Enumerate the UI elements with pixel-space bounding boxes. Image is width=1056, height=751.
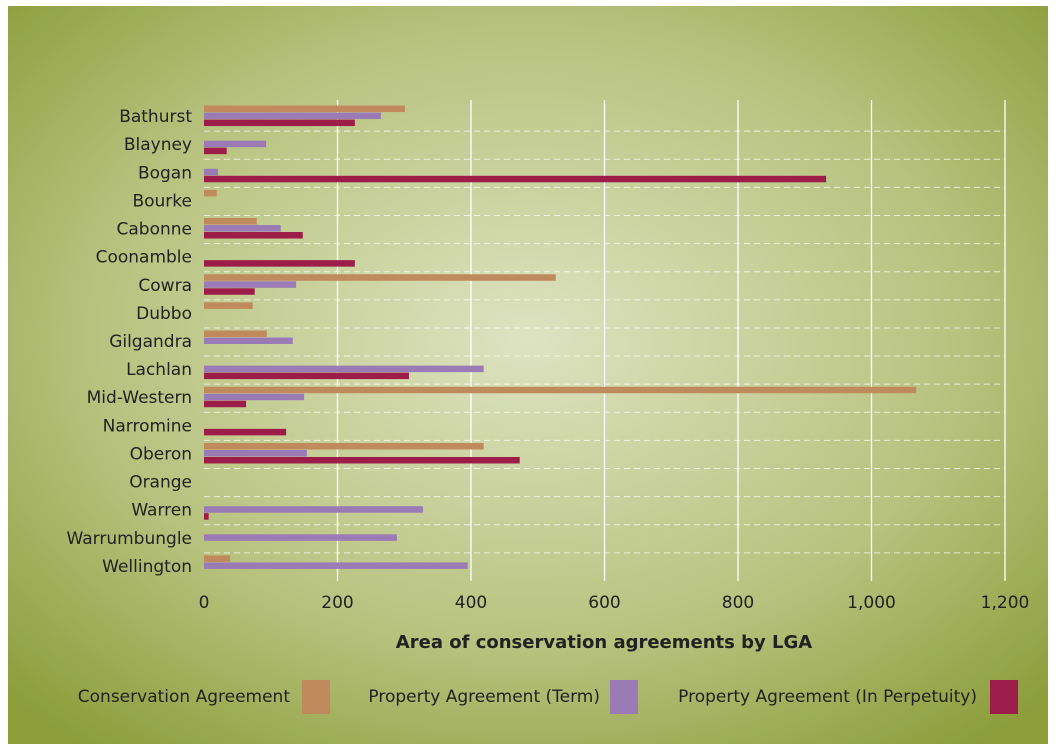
bar [204, 365, 484, 373]
bar [204, 168, 219, 176]
x-tick-label: 800 [722, 593, 754, 613]
bar [204, 442, 484, 450]
x-tick-label: 0 [199, 593, 210, 613]
bar [204, 105, 405, 113]
bar [204, 189, 217, 197]
bar [204, 456, 520, 464]
y-tick-label: Narromine [103, 416, 192, 436]
bar [204, 330, 267, 337]
x-tick-label: 400 [455, 593, 487, 613]
y-tick-label: Lachlan [126, 360, 192, 380]
bar [204, 260, 355, 267]
x-tick-label: 600 [588, 593, 620, 613]
legend-swatch [610, 680, 638, 714]
bar [204, 119, 355, 127]
y-tick-label: Wellington [102, 557, 192, 577]
y-tick-label: Orange [129, 473, 192, 493]
legend-swatch [302, 680, 330, 714]
legend-swatch [990, 680, 1018, 714]
y-tick-label: Oberon [130, 444, 192, 464]
bar [204, 302, 253, 309]
bar [204, 372, 409, 380]
y-tick-label: Warren [131, 501, 192, 521]
bar [204, 513, 209, 520]
bar [204, 337, 293, 344]
bar [204, 534, 397, 541]
bar [204, 449, 307, 457]
y-tick-label: Gilgandra [109, 332, 192, 352]
chart-background [8, 6, 1048, 744]
x-axis-title: Area of conservation agreements by LGA [396, 632, 812, 653]
legend-label: Property Agreement (Term) [368, 687, 600, 707]
bar [204, 555, 231, 562]
y-tick-label: Cowra [138, 276, 192, 296]
y-tick-label: Warrumbungle [67, 529, 192, 549]
bar [204, 281, 297, 288]
bar [204, 225, 281, 232]
bar [204, 175, 827, 183]
y-tick-label: Cabonne [117, 220, 193, 240]
y-tick-label: Bogan [138, 163, 192, 183]
bar [204, 506, 423, 513]
legend-label: Property Agreement (In Perpetuity) [678, 687, 977, 707]
y-tick-label: Coonamble [96, 248, 192, 268]
x-tick-label: 1,200 [981, 593, 1030, 613]
bar [204, 112, 381, 120]
y-tick-label: Mid-Western [87, 388, 192, 408]
bar [204, 288, 255, 295]
bar [204, 562, 468, 569]
y-tick-label: Bourke [132, 191, 192, 211]
bar [204, 393, 305, 401]
y-tick-label: Bathurst [119, 107, 192, 127]
bar [204, 147, 227, 155]
bar [204, 218, 257, 225]
y-tick-label: Blayney [124, 135, 192, 155]
x-tick-label: 1,000 [847, 593, 896, 613]
bar [204, 400, 247, 408]
bar [204, 274, 556, 281]
bar [204, 428, 287, 436]
bar [204, 386, 917, 394]
bar [204, 232, 303, 239]
y-tick-label: Dubbo [136, 304, 192, 324]
x-tick-label: 200 [321, 593, 353, 613]
legend-label: Conservation Agreement [78, 687, 291, 707]
bar [204, 140, 267, 148]
